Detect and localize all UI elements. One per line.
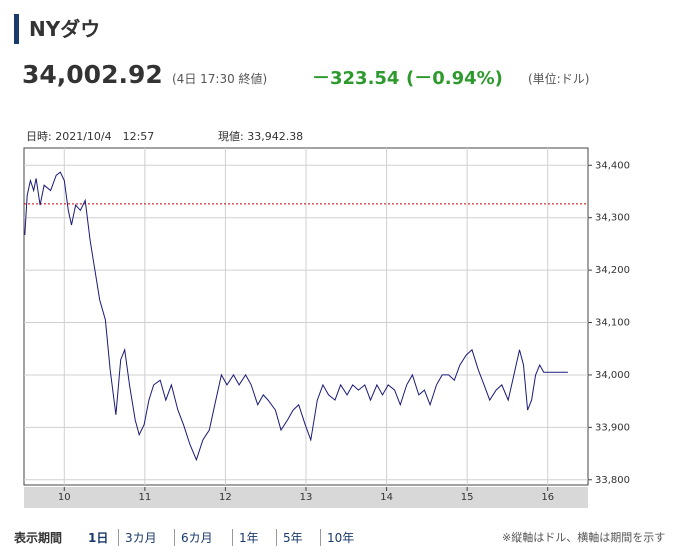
period-tab[interactable]: 5年 [276, 529, 303, 546]
y-tick-label: 34,300 [595, 213, 630, 224]
title: NYダウ [14, 14, 100, 44]
x-tick-label: 11 [138, 492, 151, 503]
period-label: 表示期間 [14, 531, 63, 545]
unit: (単位:ドル) [528, 72, 590, 86]
period-tab[interactable]: 3カ月 [118, 529, 157, 546]
x-tick-label: 14 [380, 492, 393, 503]
price: 34,002.92 [22, 60, 163, 89]
price-line [24, 171, 568, 462]
x-axis-band [24, 487, 588, 508]
y-tick-label: 34,400 [595, 160, 630, 171]
y-tick-label: 33,800 [595, 475, 630, 486]
period-tab[interactable]: 6カ月 [174, 529, 213, 546]
y-tick-label: 34,100 [595, 318, 630, 329]
y-tick-label: 34,000 [595, 370, 630, 381]
axis-note: ※縦軸はドル、横軸は期間を示す [502, 531, 666, 544]
x-tick-label: 12 [219, 492, 232, 503]
x-tick-label: 15 [461, 492, 474, 503]
period-tab[interactable]: 10年 [320, 529, 354, 546]
x-tick-label: 13 [300, 492, 313, 503]
period-tab[interactable]: 1日 [88, 531, 109, 545]
datetime: 日時: 2021/10/4 12:57 [26, 130, 155, 143]
change: －323.54 [312, 68, 400, 89]
price-time: (4日 17:30 終値) [172, 72, 268, 86]
x-tick-label: 16 [541, 492, 554, 503]
y-tick-label: 33,900 [595, 422, 630, 433]
y-tick-label: 34,200 [595, 265, 630, 276]
period-tab[interactable]: 1年 [232, 529, 259, 546]
current-value: 現値: 33,942.38 [218, 130, 304, 143]
change-percent: (－0.94%) [406, 68, 503, 89]
x-tick-label: 10 [58, 492, 71, 503]
